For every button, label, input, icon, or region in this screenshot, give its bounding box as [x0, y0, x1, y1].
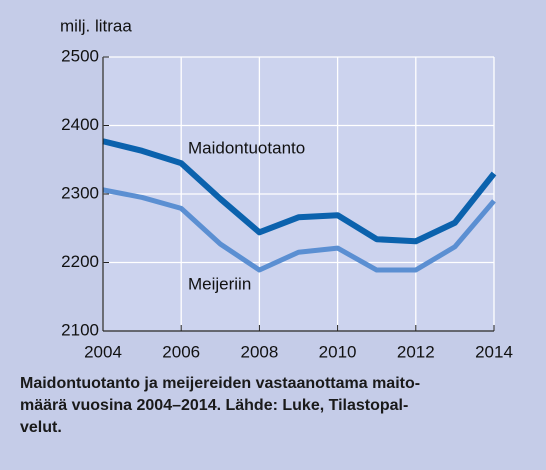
y-tick-label: 2200 — [61, 252, 99, 271]
series-label: Meijeriin — [188, 274, 251, 293]
x-tick-label: 2012 — [397, 342, 435, 361]
y-tick-label: 2100 — [61, 320, 99, 339]
series-label: Maidontuotanto — [188, 138, 305, 157]
series-line — [102, 187, 496, 273]
x-tick-label: 2006 — [162, 342, 200, 361]
caption: velut. — [20, 419, 62, 436]
series-line — [102, 138, 497, 245]
caption: määrä vuosina 2004–2014. Lähde: Luke, Ti… — [20, 397, 408, 414]
x-tick-label: 2014 — [475, 342, 513, 361]
y-tick-label: 2500 — [61, 46, 99, 65]
x-tick-label: 2008 — [240, 342, 278, 361]
y-tick-label: 2400 — [61, 115, 99, 134]
x-tick-label: 2010 — [319, 342, 357, 361]
caption: Maidontuotanto ja meijereiden vastaanott… — [20, 375, 420, 392]
y-tick-label: 2300 — [61, 183, 99, 202]
x-tick-label: 2004 — [84, 342, 122, 361]
y-axis-label: milj. litraa — [60, 16, 132, 35]
